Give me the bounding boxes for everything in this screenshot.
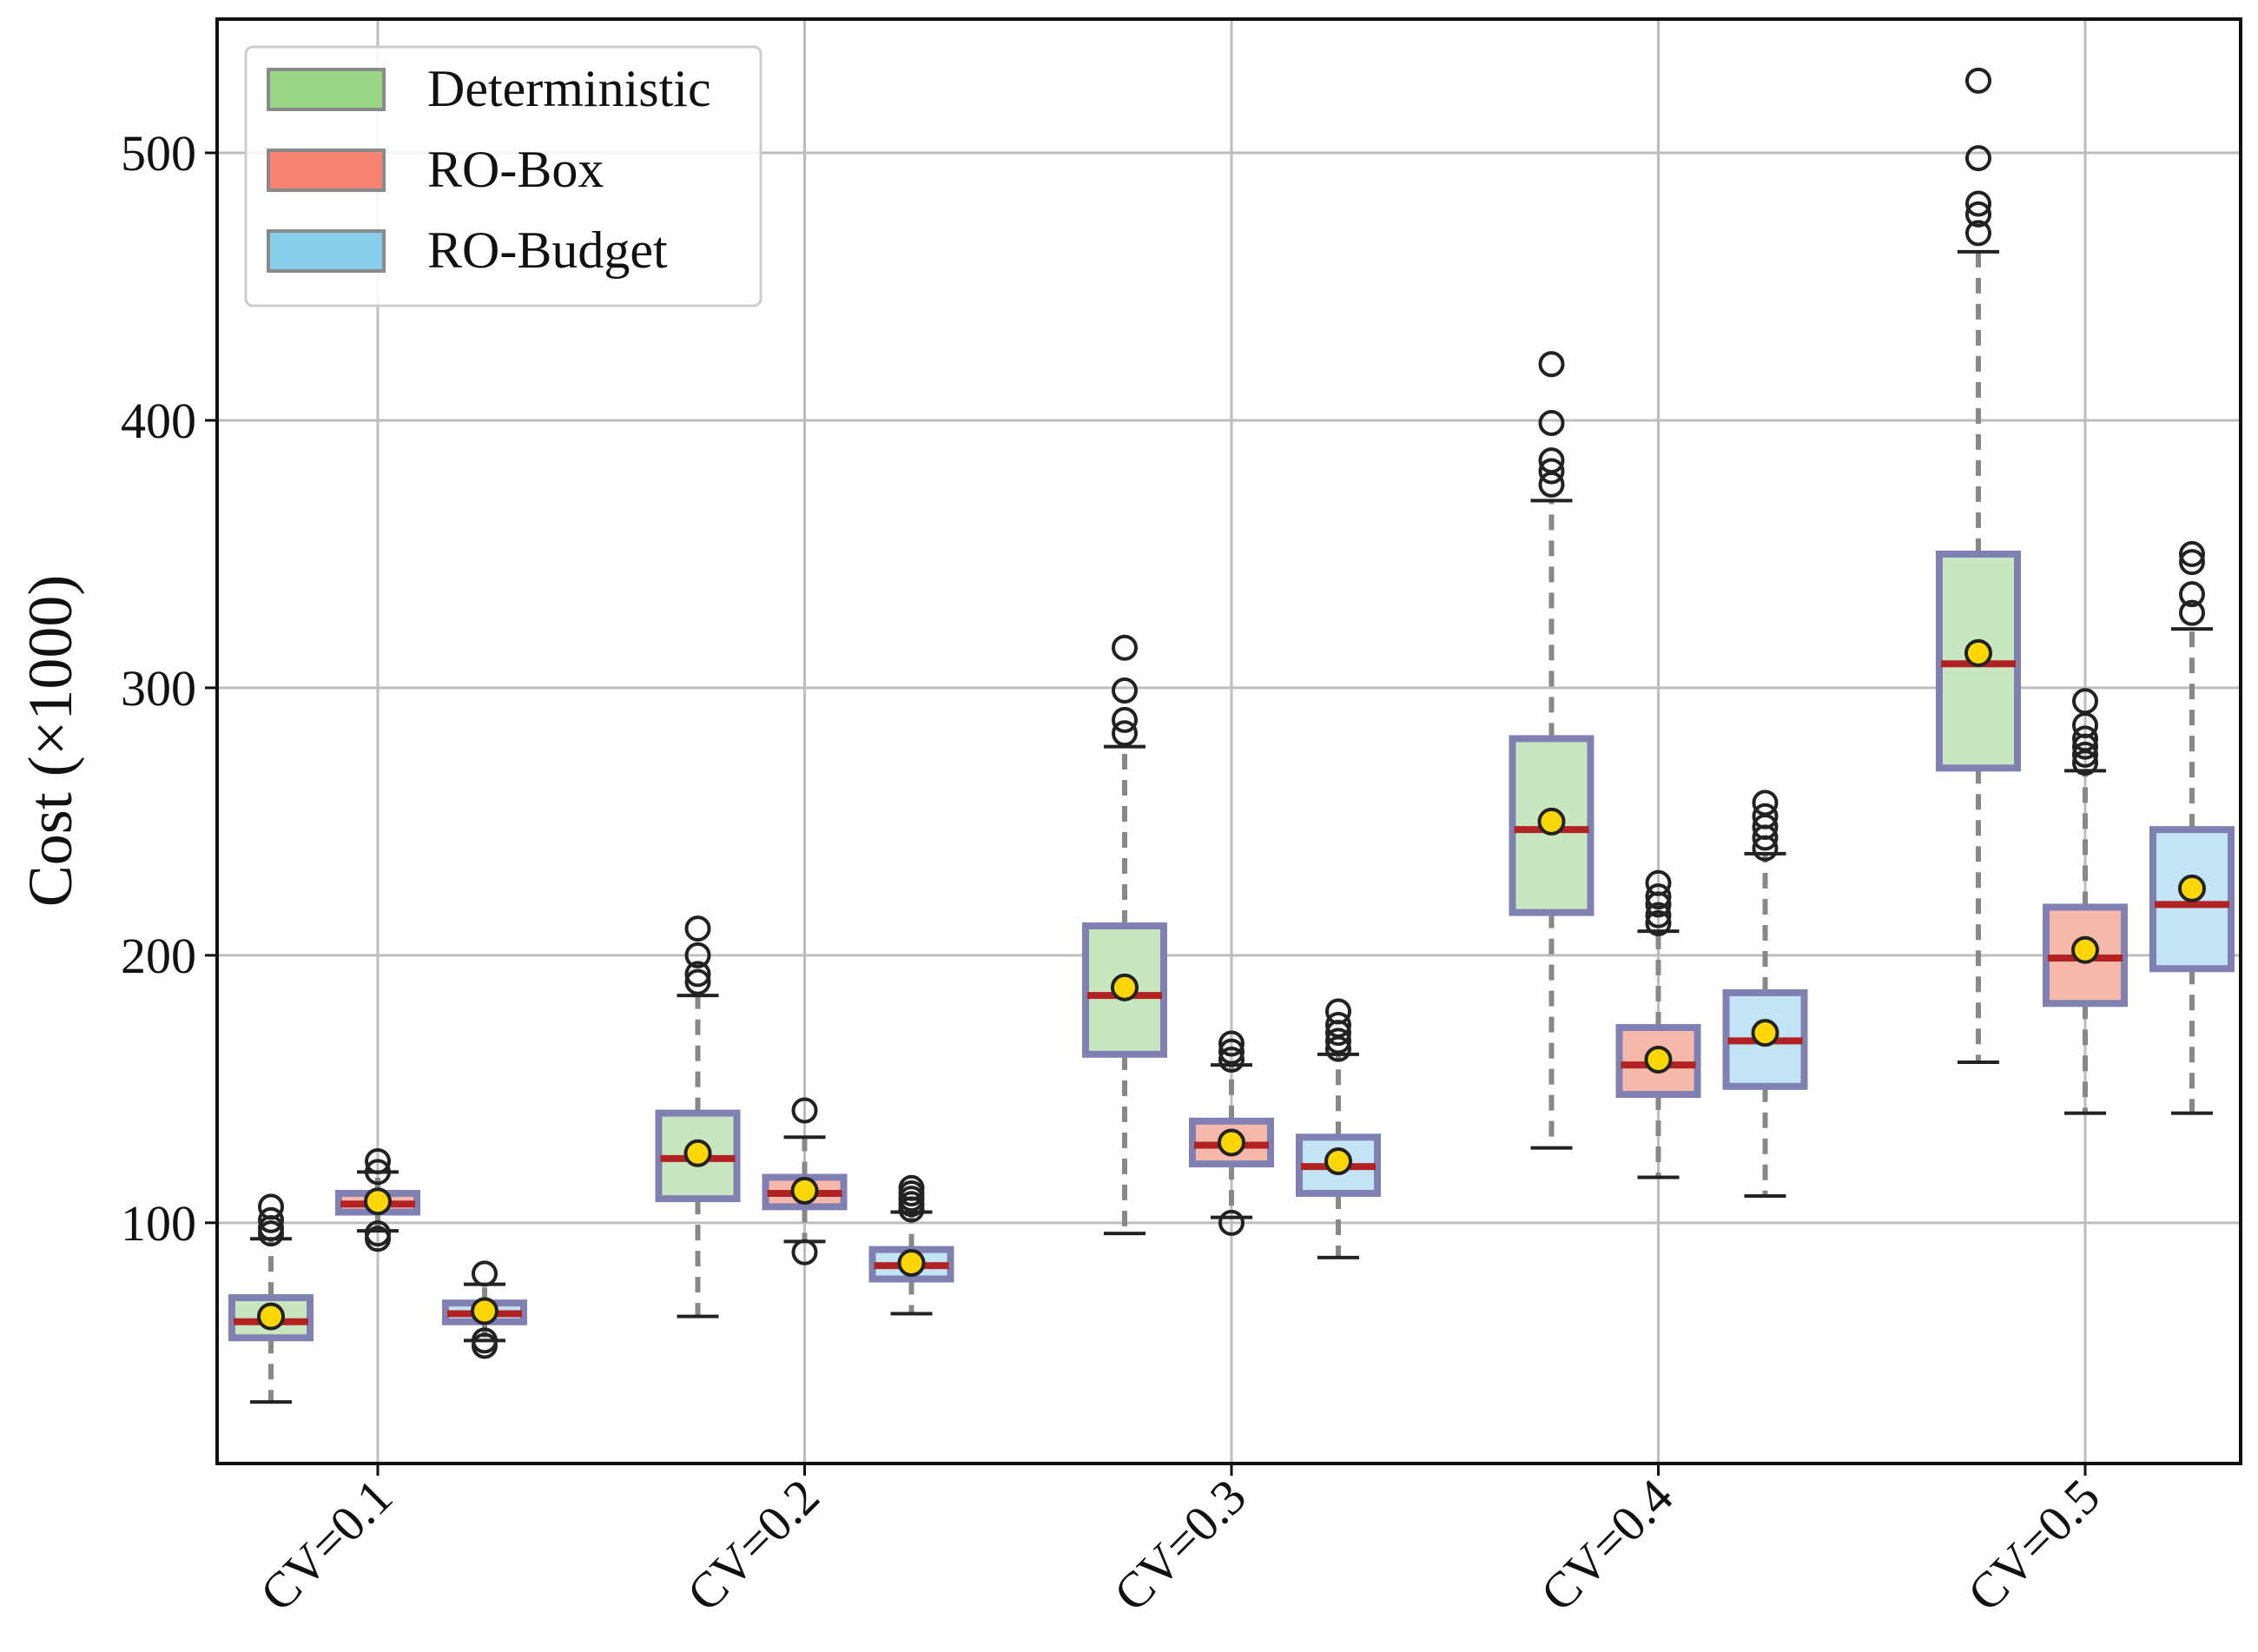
box-ro-budget-1-flier-2 — [472, 1327, 498, 1354]
box-deterministic-2-flier-2 — [684, 961, 711, 988]
box-deterministic-4-flier-4 — [1538, 410, 1565, 437]
box-deterministic-3-flier-2 — [1112, 706, 1138, 733]
box-series-layer — [228, 67, 2235, 1404]
box-deterministic-4-flier-2 — [1538, 458, 1565, 485]
box-ro-budget-1-flier-3 — [472, 1260, 498, 1287]
box-deterministic-3-flier-1 — [1112, 720, 1138, 747]
box-deterministic-5-flier-2 — [1965, 201, 1991, 228]
box-deterministic-5-flier-5 — [1965, 67, 1991, 94]
box-ro-budget-3-flier-5 — [1325, 998, 1351, 1025]
legend-swatch-ro-budget — [267, 229, 386, 273]
box-ro-budget-1-flier-1 — [472, 1332, 498, 1359]
box-deterministic-5-flier-3 — [1965, 190, 1991, 217]
box-ro-box-1-flier-2 — [365, 1220, 391, 1247]
box-deterministic-3-flier-3 — [1112, 677, 1138, 704]
box-ro-box-2-mean — [790, 1176, 819, 1205]
box-deterministic-2-mean — [683, 1139, 712, 1167]
box-ro-budget-5-flier-4 — [2179, 540, 2205, 567]
box-ro-budget-5-flier-2 — [2179, 581, 2205, 608]
box-deterministic-1-mean — [257, 1302, 285, 1331]
legend-label-deterministic: Deterministic — [427, 60, 711, 117]
legend-label-ro-box: RO-Box — [427, 141, 604, 198]
x-tick-label-5: CV=0.5 — [1957, 1468, 2110, 1622]
box-ro-box-3-mean — [1218, 1128, 1245, 1157]
series-deterministic — [228, 67, 2021, 1404]
box-deterministic-2-flier-4 — [684, 915, 711, 942]
box-ro-box-1-flier-3 — [365, 1159, 391, 1186]
box-ro-box-3-flier-3 — [1218, 1038, 1245, 1065]
x-tick-label-3: CV=0.3 — [1103, 1468, 1257, 1622]
box-ro-budget-2-flier-5 — [898, 1174, 925, 1201]
box-ro-budget-5-flier-3 — [2179, 549, 2205, 576]
y-tick-label-200: 200 — [121, 928, 196, 984]
box-ro-box-3-flier-1 — [1218, 1209, 1245, 1236]
box-ro-budget-3-flier-2 — [1325, 1028, 1351, 1054]
axes: 100 200 300 400 500 CV=0.1 CV=0.2 CV=0.3 CV=0.4 C… — [121, 125, 2110, 1622]
series-ro-budget — [442, 540, 2235, 1359]
box-ro-box-5-mean — [2071, 935, 2099, 964]
box-deterministic-3-mean — [1111, 973, 1139, 1001]
box-ro-box-5-flier-2 — [2072, 741, 2098, 768]
plot-frame — [215, 17, 2242, 1465]
legend-label-ro-budget: RO-Budget — [427, 221, 668, 279]
box-deterministic-2-flier-1 — [684, 968, 711, 995]
y-axis-title: Cost (×1000) — [16, 575, 85, 908]
box-deterministic-4-flier-3 — [1538, 447, 1565, 474]
box-deterministic-2-flier-3 — [684, 942, 711, 968]
box-ro-box-3-flier-2 — [1218, 1046, 1245, 1073]
box-ro-box-5-flier-4 — [2072, 725, 2098, 752]
box-ro-budget-4-flier-4 — [1752, 803, 1779, 829]
legend: Deterministic RO-Box RO-Budget — [244, 45, 763, 307]
box-ro-box-1-flier-4 — [365, 1148, 391, 1175]
box-ro-budget-4-mean — [1751, 1019, 1779, 1047]
y-tick-label-500: 500 — [121, 125, 196, 182]
box-ro-budget-4-flier-5 — [1752, 790, 1779, 816]
legend-swatch-ro-box — [267, 149, 386, 192]
box-ro-box-4-flier-1 — [1645, 909, 1672, 936]
box-ro-box-4-flier-4 — [1645, 883, 1672, 910]
box-deterministic-4-flier-5 — [1538, 351, 1565, 378]
box-ro-box-4-flier-5 — [1645, 869, 1672, 896]
box-ro-budget-3-flier-4 — [1325, 1011, 1351, 1038]
x-tick-label-2: CV=0.2 — [676, 1468, 829, 1622]
box-deterministic-4-mean — [1537, 807, 1566, 836]
box-deterministic-1-flier-3 — [258, 1206, 284, 1233]
box-deterministic-3-flier-4 — [1112, 634, 1138, 661]
box-deterministic-4-iqr — [1509, 735, 1594, 916]
box-deterministic-5-mean — [1964, 638, 1992, 667]
box-ro-budget-5-mean — [2178, 874, 2206, 902]
box-ro-box-5-flier-6 — [2072, 688, 2098, 715]
box-deterministic-5-flier-1 — [1965, 220, 1991, 247]
box-ro-box-1-mean — [364, 1187, 392, 1216]
x-tick-label-4: CV=0.4 — [1529, 1468, 1683, 1622]
box-ro-box-4-mean — [1644, 1045, 1673, 1074]
box-ro-budget-1-mean — [471, 1297, 498, 1325]
y-tick-label-100: 100 — [121, 1195, 196, 1252]
box-ro-box-3-flier-4 — [1218, 1030, 1245, 1057]
box-ro-box-2-flier-2 — [791, 1097, 818, 1124]
box-deterministic-1-flier-4 — [258, 1193, 284, 1220]
box-ro-budget-2-mean — [897, 1249, 926, 1278]
box-ro-budget-3-mean — [1324, 1147, 1352, 1176]
box-ro-budget-5-flier-1 — [2179, 599, 2205, 626]
y-tick-label-300: 300 — [121, 660, 196, 717]
box-deterministic-5-flier-4 — [1965, 145, 1991, 172]
legend-swatch-deterministic — [267, 68, 386, 111]
box-ro-box-2-flier-1 — [791, 1239, 818, 1265]
series-ro-box — [335, 688, 2128, 1265]
x-tick-label-1: CV=0.1 — [249, 1468, 403, 1622]
box-ro-box-4-flier-2 — [1645, 902, 1672, 928]
y-tick-label-400: 400 — [121, 393, 196, 449]
